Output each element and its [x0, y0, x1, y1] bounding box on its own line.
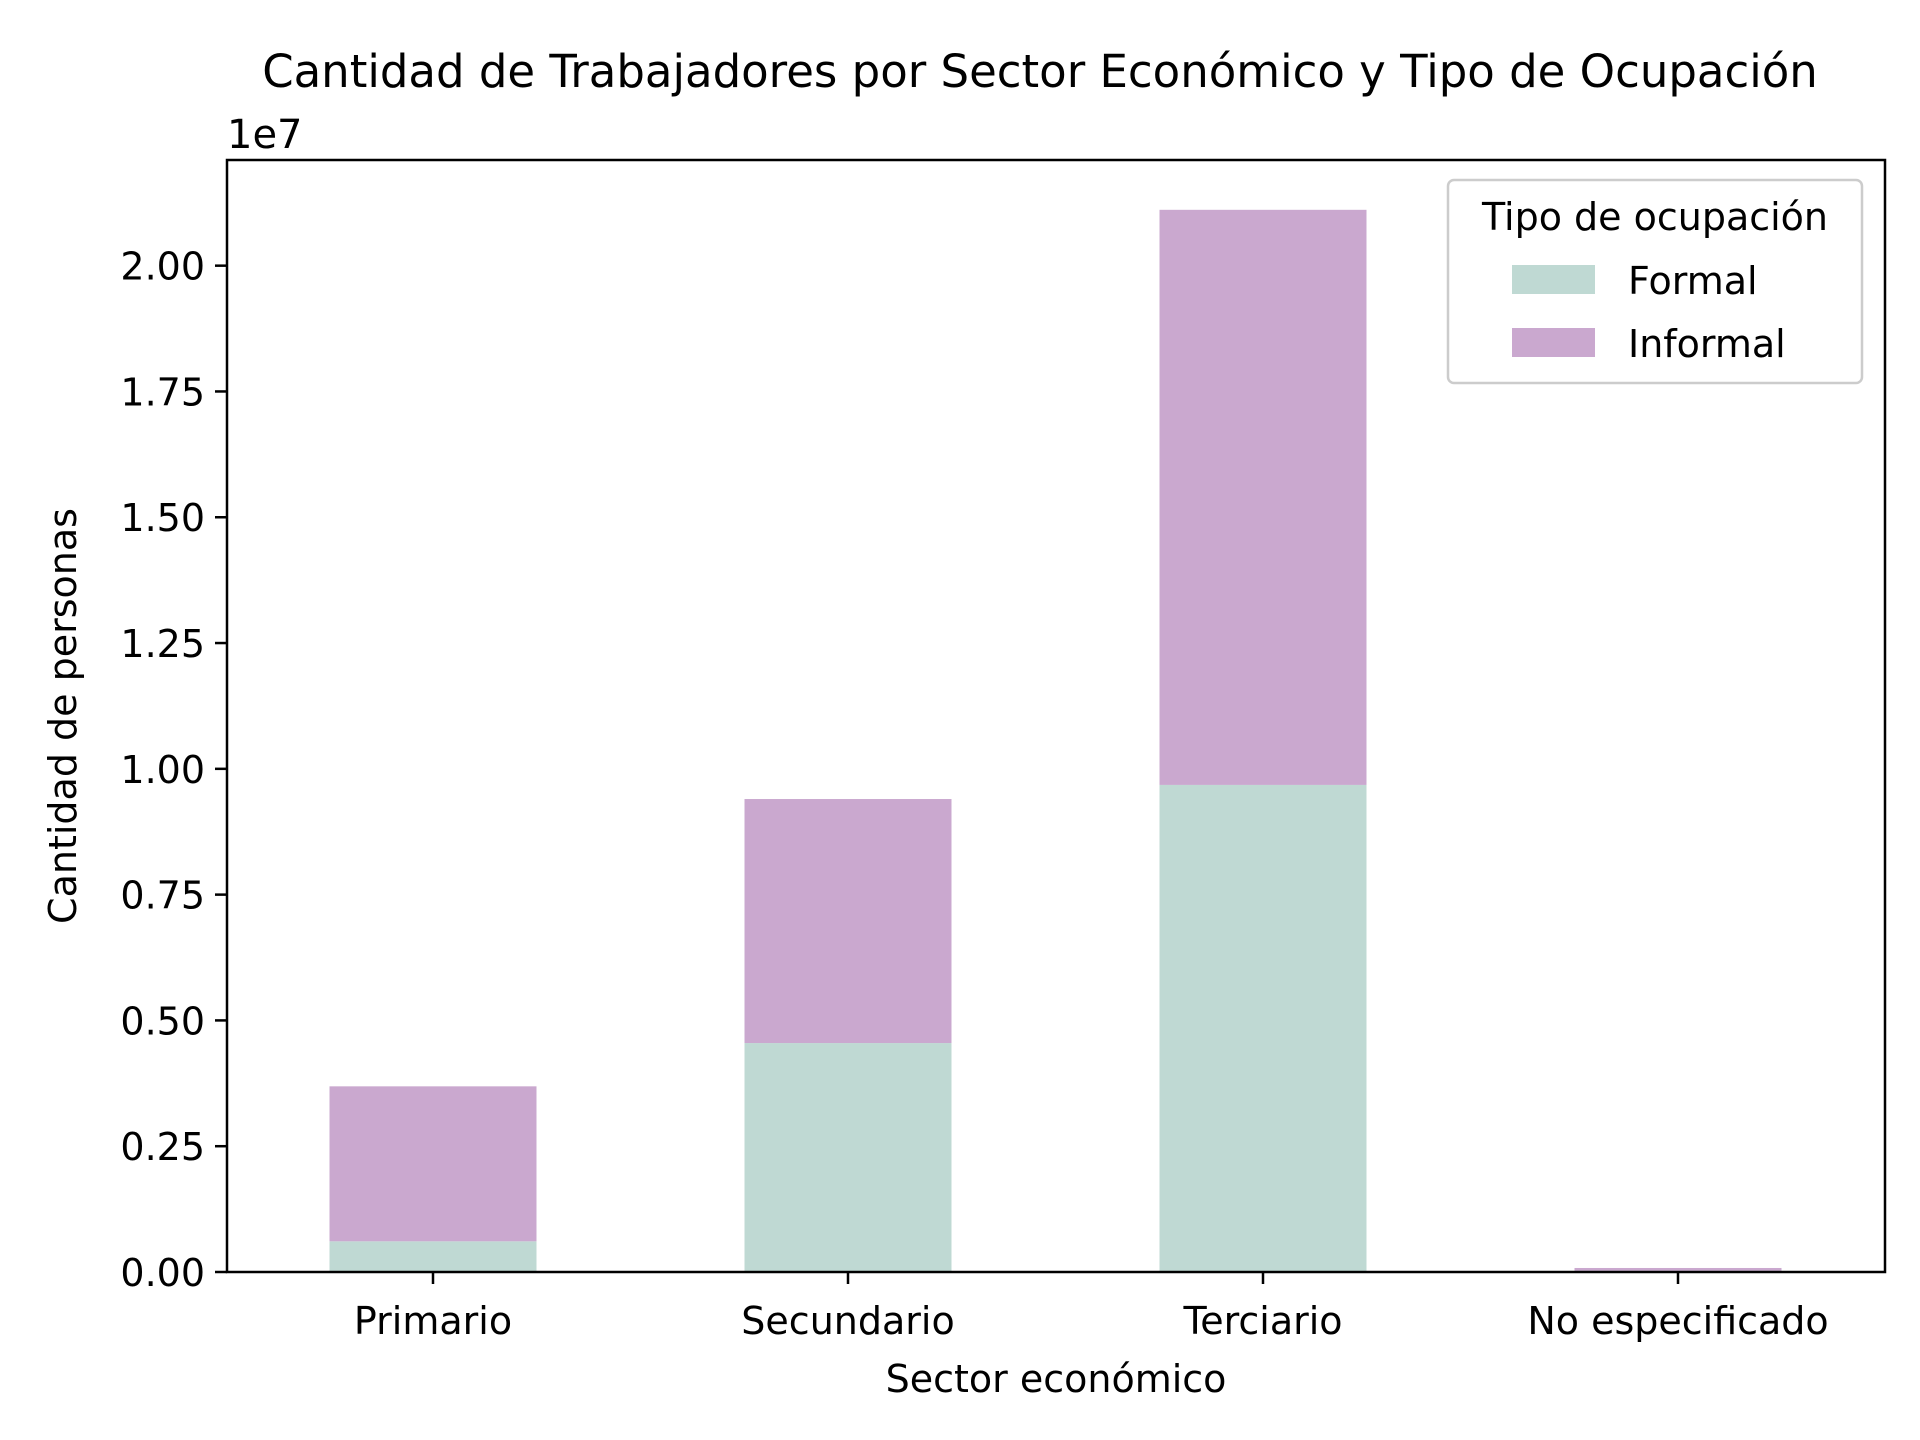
legend-label-informal: Informal [1628, 322, 1786, 366]
x-tick-label: Secundario [741, 1299, 954, 1343]
y-tick-label: 0.75 [120, 874, 205, 918]
y-axis-offset-label: 1e7 [227, 112, 303, 158]
bar-informal-terciario [1159, 209, 1367, 785]
legend: Tipo de ocupación Formal Informal [1446, 178, 1864, 385]
x-axis: Primario Secundario Terciario No especifica… [354, 1272, 1829, 1343]
x-tick-label: Primario [354, 1299, 512, 1343]
bar-informal-no-especificado [1574, 1267, 1782, 1271]
legend-items: Formal Informal [1512, 259, 1786, 366]
y-axis: 0.00 0.25 0.50 0.75 1.00 1.25 1.50 1.75 2.00 [120, 245, 227, 1295]
y-tick-label: 0.25 [120, 1125, 205, 1169]
bar-formal-primario [329, 1241, 537, 1272]
y-tick-label: 1.50 [120, 496, 205, 540]
legend-label-formal: Formal [1628, 259, 1758, 303]
bars-layer [329, 209, 1782, 1272]
plot-frame [225, 158, 1887, 1274]
legend-swatch-formal [1512, 265, 1595, 294]
bar-informal-secundario [744, 799, 952, 1044]
y-tick-label: 1.75 [120, 370, 205, 414]
bar-formal-secundario [744, 1043, 952, 1272]
x-tick-label: Terciario [1182, 1299, 1342, 1343]
y-tick-label: 1.00 [120, 748, 205, 792]
chart-title: Cantidad de Trabajadores por Sector Econ… [262, 45, 1818, 98]
x-axis-label: Sector económico [886, 1357, 1227, 1401]
y-tick-label: 0.50 [120, 999, 205, 1043]
bar-formal-terciario [1159, 784, 1367, 1272]
y-tick-label: 1.25 [120, 622, 205, 666]
bar-informal-primario [329, 1086, 537, 1242]
legend-title: Tipo de ocupación [1481, 195, 1828, 239]
y-axis-label: Cantidad de personas [41, 508, 85, 924]
y-tick-label: 2.00 [120, 245, 205, 289]
legend-swatch-informal [1512, 328, 1595, 357]
x-tick-label: No especificado [1527, 1299, 1828, 1343]
y-tick-label: 0.00 [120, 1251, 205, 1295]
